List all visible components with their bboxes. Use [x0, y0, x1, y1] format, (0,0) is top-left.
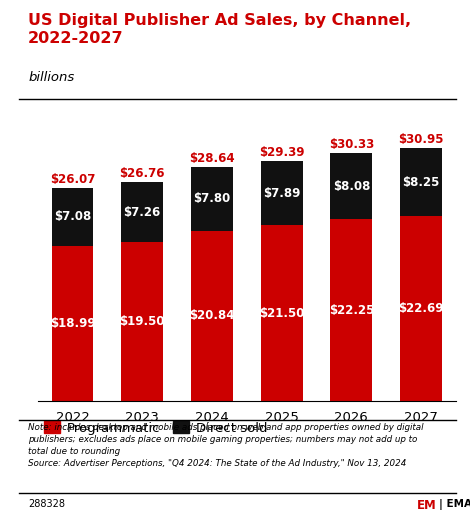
Text: | EMARKETER: | EMARKETER — [439, 499, 470, 509]
Text: $26.76: $26.76 — [119, 168, 165, 180]
Text: $8.25: $8.25 — [402, 175, 440, 189]
Text: $30.95: $30.95 — [398, 133, 444, 146]
Text: Note: includes desktop and mobile ads placed on web and app properties owned by : Note: includes desktop and mobile ads pl… — [28, 423, 423, 468]
Text: $7.80: $7.80 — [193, 192, 230, 206]
Legend: Programmatic, Direct sold: Programmatic, Direct sold — [44, 421, 267, 434]
Text: $29.39: $29.39 — [259, 146, 305, 159]
Text: $7.08: $7.08 — [54, 211, 91, 224]
Text: $22.25: $22.25 — [329, 304, 374, 317]
Bar — [52, 246, 94, 401]
Text: $7.89: $7.89 — [263, 187, 300, 200]
Text: $21.50: $21.50 — [259, 307, 304, 320]
Text: 288328: 288328 — [28, 499, 65, 508]
Text: $18.99: $18.99 — [50, 317, 95, 330]
Bar — [261, 161, 303, 226]
Bar — [191, 231, 233, 401]
Text: $26.07: $26.07 — [50, 173, 95, 186]
Text: $28.64: $28.64 — [189, 152, 235, 165]
Bar — [400, 149, 442, 216]
Text: US Digital Publisher Ad Sales, by Channel,
2022-2027: US Digital Publisher Ad Sales, by Channe… — [28, 13, 411, 46]
Bar — [121, 182, 163, 242]
Bar — [52, 188, 94, 246]
Bar — [400, 216, 442, 401]
Bar — [121, 242, 163, 401]
Text: $8.08: $8.08 — [333, 180, 370, 193]
Bar — [191, 167, 233, 231]
Text: $30.33: $30.33 — [329, 138, 374, 151]
Text: $19.50: $19.50 — [119, 315, 165, 328]
Bar — [330, 153, 372, 219]
Text: billions: billions — [28, 71, 74, 84]
Text: $7.26: $7.26 — [124, 206, 161, 218]
Bar — [261, 226, 303, 401]
Bar — [330, 219, 372, 401]
Text: $22.69: $22.69 — [398, 302, 444, 315]
Text: EM: EM — [417, 499, 437, 511]
Text: $20.84: $20.84 — [189, 309, 235, 322]
